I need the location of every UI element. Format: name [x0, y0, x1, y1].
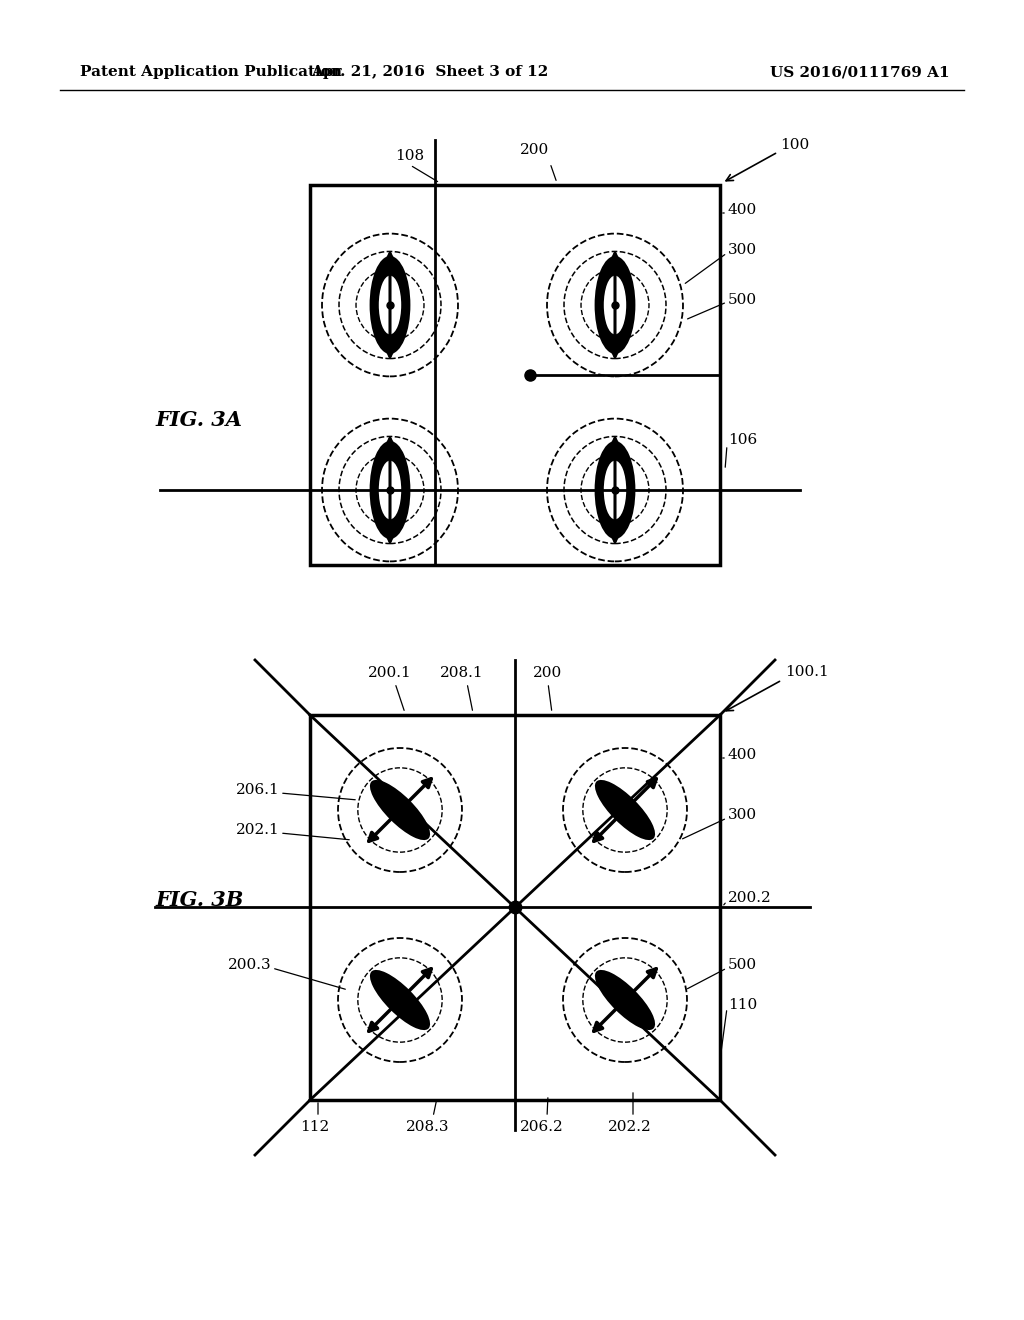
- Text: 200: 200: [520, 143, 550, 157]
- Ellipse shape: [595, 256, 636, 354]
- Ellipse shape: [595, 780, 655, 840]
- Text: 500: 500: [728, 958, 757, 972]
- Text: 108: 108: [395, 149, 424, 162]
- Text: 200.3: 200.3: [228, 958, 272, 972]
- Bar: [310, 715, 720, 1100]
- Text: 500: 500: [728, 293, 757, 308]
- Text: 100.1: 100.1: [785, 665, 828, 678]
- Text: 208.3: 208.3: [407, 1119, 450, 1134]
- Ellipse shape: [379, 276, 401, 334]
- Text: 208.1: 208.1: [440, 667, 483, 680]
- Text: FIG. 3B: FIG. 3B: [155, 890, 244, 909]
- Text: FIG. 3A: FIG. 3A: [155, 411, 242, 430]
- Text: 106: 106: [728, 433, 758, 447]
- Text: 206.1: 206.1: [237, 783, 280, 797]
- Text: 100: 100: [780, 139, 809, 152]
- Text: 202.1: 202.1: [237, 822, 280, 837]
- Text: 400: 400: [728, 203, 758, 216]
- Text: 112: 112: [300, 1119, 330, 1134]
- Ellipse shape: [370, 970, 430, 1030]
- Text: 200: 200: [534, 667, 562, 680]
- Ellipse shape: [604, 461, 627, 519]
- Text: 206.2: 206.2: [520, 1119, 564, 1134]
- Text: 200.1: 200.1: [368, 667, 412, 680]
- Text: Apr. 21, 2016  Sheet 3 of 12: Apr. 21, 2016 Sheet 3 of 12: [311, 65, 549, 79]
- Ellipse shape: [379, 461, 401, 519]
- Text: 200.2: 200.2: [728, 891, 772, 906]
- Ellipse shape: [595, 970, 655, 1030]
- Bar: [310, 185, 720, 565]
- Text: 300: 300: [728, 808, 757, 822]
- Text: 300: 300: [728, 243, 757, 257]
- Text: 110: 110: [728, 998, 758, 1012]
- Ellipse shape: [595, 441, 636, 539]
- Ellipse shape: [370, 256, 411, 354]
- Text: 400: 400: [728, 748, 758, 762]
- Text: US 2016/0111769 A1: US 2016/0111769 A1: [770, 65, 950, 79]
- Ellipse shape: [370, 441, 411, 539]
- Text: Patent Application Publication: Patent Application Publication: [80, 65, 342, 79]
- Ellipse shape: [370, 780, 430, 840]
- Ellipse shape: [604, 276, 627, 334]
- Text: 202.2: 202.2: [608, 1119, 652, 1134]
